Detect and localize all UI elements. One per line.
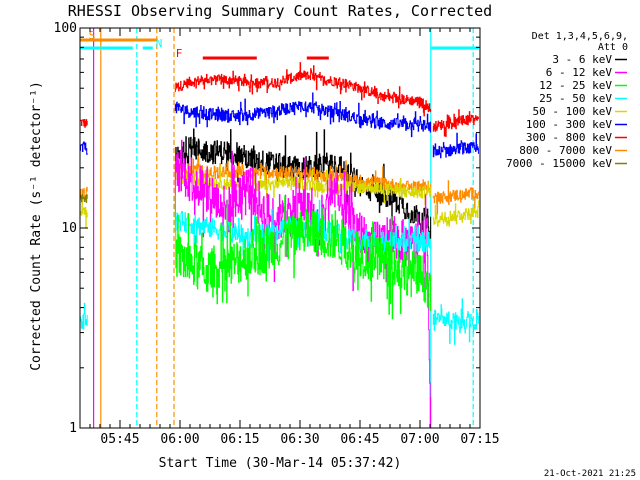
series-0-segment-0 <box>80 119 88 128</box>
series-7 <box>174 194 432 320</box>
x-tick-label-3: 06:30 <box>280 432 319 447</box>
series-1-segment-1 <box>174 92 432 138</box>
x-tick-label-1: 06:00 <box>160 432 199 447</box>
legend-label-5: 100 - 300 keV <box>526 118 612 131</box>
x-axis-label: Start Time (30-Mar-14 05:37:42) <box>159 456 402 471</box>
series-1-segment-2 <box>432 132 479 159</box>
legend-header-1: Att 0 <box>598 42 628 53</box>
chart-title: RHESSI Observing Summary Count Rates, Co… <box>68 2 492 20</box>
y-tick-label-1: 10 <box>61 221 77 236</box>
legend-label-6: 300 - 800 keV <box>526 131 612 144</box>
legend-label-0: 3 - 6 keV <box>552 53 612 66</box>
series-0 <box>80 62 479 137</box>
legend-label-1: 6 - 12 keV <box>546 66 613 79</box>
series-0-segment-1 <box>174 62 432 117</box>
x-tick-label-0: 05:45 <box>100 432 139 447</box>
series-8-segment-0 <box>80 194 88 203</box>
series-1-segment-0 <box>80 141 88 155</box>
x-tick-label-2: 06:15 <box>220 432 259 447</box>
y-tick-label-0: 1 <box>69 421 77 436</box>
flag-label-S: S <box>89 29 96 42</box>
y-axis-label: Corrected Count Rate (s⁻¹ detector⁻¹) <box>29 81 44 371</box>
series-6-segment-0 <box>80 302 88 330</box>
series-6-segment-2 <box>432 298 479 345</box>
x-tick-label-6: 07:15 <box>460 432 499 447</box>
series-8 <box>80 194 88 203</box>
series-3-segment-2 <box>432 180 479 215</box>
legend-label-7: 800 - 7000 keV <box>519 144 612 157</box>
series-4-segment-2 <box>432 200 479 227</box>
x-tick-label-4: 06:45 <box>340 432 379 447</box>
footer-date: 21-Oct-2021 21:25 <box>544 469 636 479</box>
legend-label-2: 12 - 25 keV <box>539 79 612 92</box>
legend-label-8: 7000 - 15000 keV <box>506 157 612 170</box>
x-tick-label-5: 07:00 <box>400 432 439 447</box>
flag-label-F: F <box>176 47 183 60</box>
flag-label-N: N <box>156 37 163 50</box>
legend-header-0: Det 1,3,4,5,6,9, <box>532 31 628 42</box>
series-0-segment-2 <box>432 109 479 137</box>
series-7-segment-0 <box>174 194 432 320</box>
series-3-segment-1 <box>174 155 432 194</box>
y-tick-label-2: 100 <box>54 21 77 36</box>
legend-label-4: 50 - 100 keV <box>533 105 613 118</box>
legend-label-3: 25 - 50 keV <box>539 92 612 105</box>
series-1 <box>80 92 479 159</box>
